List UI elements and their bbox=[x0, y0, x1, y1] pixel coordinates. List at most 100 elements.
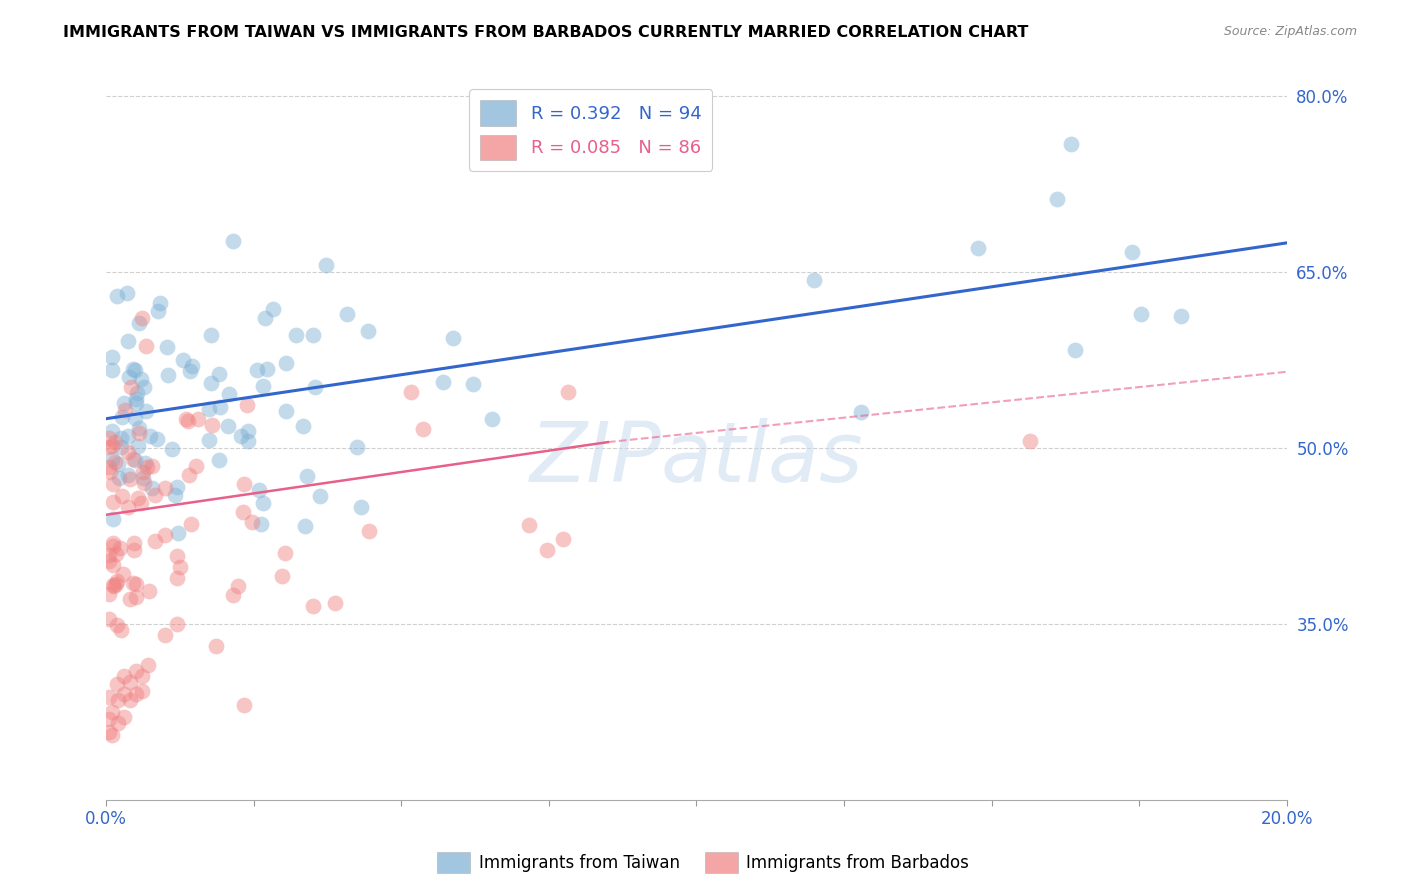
Point bbox=[122, 451, 145, 466]
Point bbox=[174, 411, 197, 425]
Point bbox=[205, 639, 228, 653]
Point bbox=[350, 500, 373, 514]
Point bbox=[107, 677, 129, 691]
Point bbox=[98, 587, 121, 601]
Point bbox=[132, 471, 155, 485]
Point bbox=[217, 419, 239, 434]
Point bbox=[187, 412, 209, 426]
Point bbox=[98, 725, 121, 739]
Point bbox=[122, 361, 145, 376]
Point bbox=[118, 369, 141, 384]
Point bbox=[169, 560, 191, 574]
Point bbox=[101, 495, 124, 509]
Point bbox=[172, 353, 194, 368]
Point bbox=[304, 379, 326, 393]
Point bbox=[222, 588, 245, 602]
Point bbox=[129, 372, 152, 386]
Point bbox=[557, 384, 579, 399]
Point bbox=[104, 576, 127, 591]
Point bbox=[117, 428, 139, 442]
Text: Source: ZipAtlas.com: Source: ZipAtlas.com bbox=[1223, 25, 1357, 38]
Point bbox=[125, 392, 148, 407]
Point bbox=[323, 596, 346, 610]
Point bbox=[1060, 137, 1083, 152]
Point bbox=[295, 469, 318, 483]
Point bbox=[141, 481, 163, 495]
Point bbox=[122, 576, 145, 591]
Point bbox=[127, 439, 149, 453]
Point bbox=[156, 368, 179, 383]
Point bbox=[103, 579, 125, 593]
Point bbox=[231, 506, 253, 520]
Point bbox=[131, 310, 153, 325]
Point bbox=[128, 420, 150, 434]
Point bbox=[166, 526, 188, 541]
Point bbox=[292, 418, 315, 433]
Point bbox=[131, 683, 153, 698]
Point bbox=[285, 328, 308, 343]
Point bbox=[1046, 192, 1069, 206]
Point bbox=[101, 439, 124, 453]
Point bbox=[200, 376, 222, 390]
Point bbox=[101, 728, 124, 742]
Point bbox=[105, 617, 128, 632]
Point bbox=[117, 500, 139, 514]
Point bbox=[117, 445, 139, 459]
Point bbox=[1170, 309, 1192, 323]
Point bbox=[118, 693, 141, 707]
Point bbox=[124, 362, 146, 376]
Point bbox=[302, 327, 325, 342]
Point bbox=[233, 476, 256, 491]
Point bbox=[132, 475, 155, 490]
Point bbox=[110, 623, 132, 637]
Point bbox=[125, 664, 148, 678]
Point bbox=[138, 584, 160, 599]
Point bbox=[101, 578, 124, 592]
Point bbox=[336, 307, 359, 321]
Point bbox=[112, 567, 135, 582]
Point bbox=[118, 675, 141, 690]
Point bbox=[356, 324, 378, 338]
Point bbox=[118, 472, 141, 486]
Point bbox=[179, 364, 201, 378]
Point bbox=[107, 693, 129, 707]
Point bbox=[1130, 307, 1153, 321]
Point bbox=[221, 234, 243, 248]
Point bbox=[256, 362, 278, 376]
Point bbox=[146, 432, 169, 446]
Point bbox=[226, 579, 249, 593]
Point bbox=[208, 400, 231, 414]
Point bbox=[262, 301, 284, 316]
Point bbox=[124, 453, 146, 467]
Point bbox=[124, 411, 146, 425]
Point bbox=[156, 340, 179, 354]
Point bbox=[134, 456, 156, 470]
Point bbox=[149, 296, 172, 310]
Point bbox=[105, 547, 128, 561]
Point bbox=[346, 440, 368, 454]
Point bbox=[432, 375, 454, 389]
Point bbox=[98, 431, 121, 445]
Point bbox=[181, 359, 204, 373]
Point bbox=[252, 496, 274, 510]
Point bbox=[136, 460, 159, 475]
Point bbox=[253, 311, 276, 326]
Point bbox=[101, 425, 124, 439]
Point bbox=[120, 380, 142, 394]
Point bbox=[125, 687, 148, 701]
Point bbox=[357, 524, 380, 539]
Point bbox=[110, 431, 132, 445]
Point bbox=[117, 334, 139, 349]
Point bbox=[1018, 434, 1040, 448]
Point bbox=[110, 440, 132, 454]
Point bbox=[104, 434, 127, 449]
Point bbox=[132, 380, 155, 394]
Point bbox=[101, 540, 124, 554]
Point bbox=[236, 424, 259, 438]
Point bbox=[233, 698, 256, 712]
Point bbox=[246, 363, 269, 377]
Point bbox=[315, 259, 337, 273]
Point bbox=[101, 363, 124, 377]
Point bbox=[148, 303, 170, 318]
Legend: Immigrants from Taiwan, Immigrants from Barbados: Immigrants from Taiwan, Immigrants from … bbox=[430, 846, 976, 880]
